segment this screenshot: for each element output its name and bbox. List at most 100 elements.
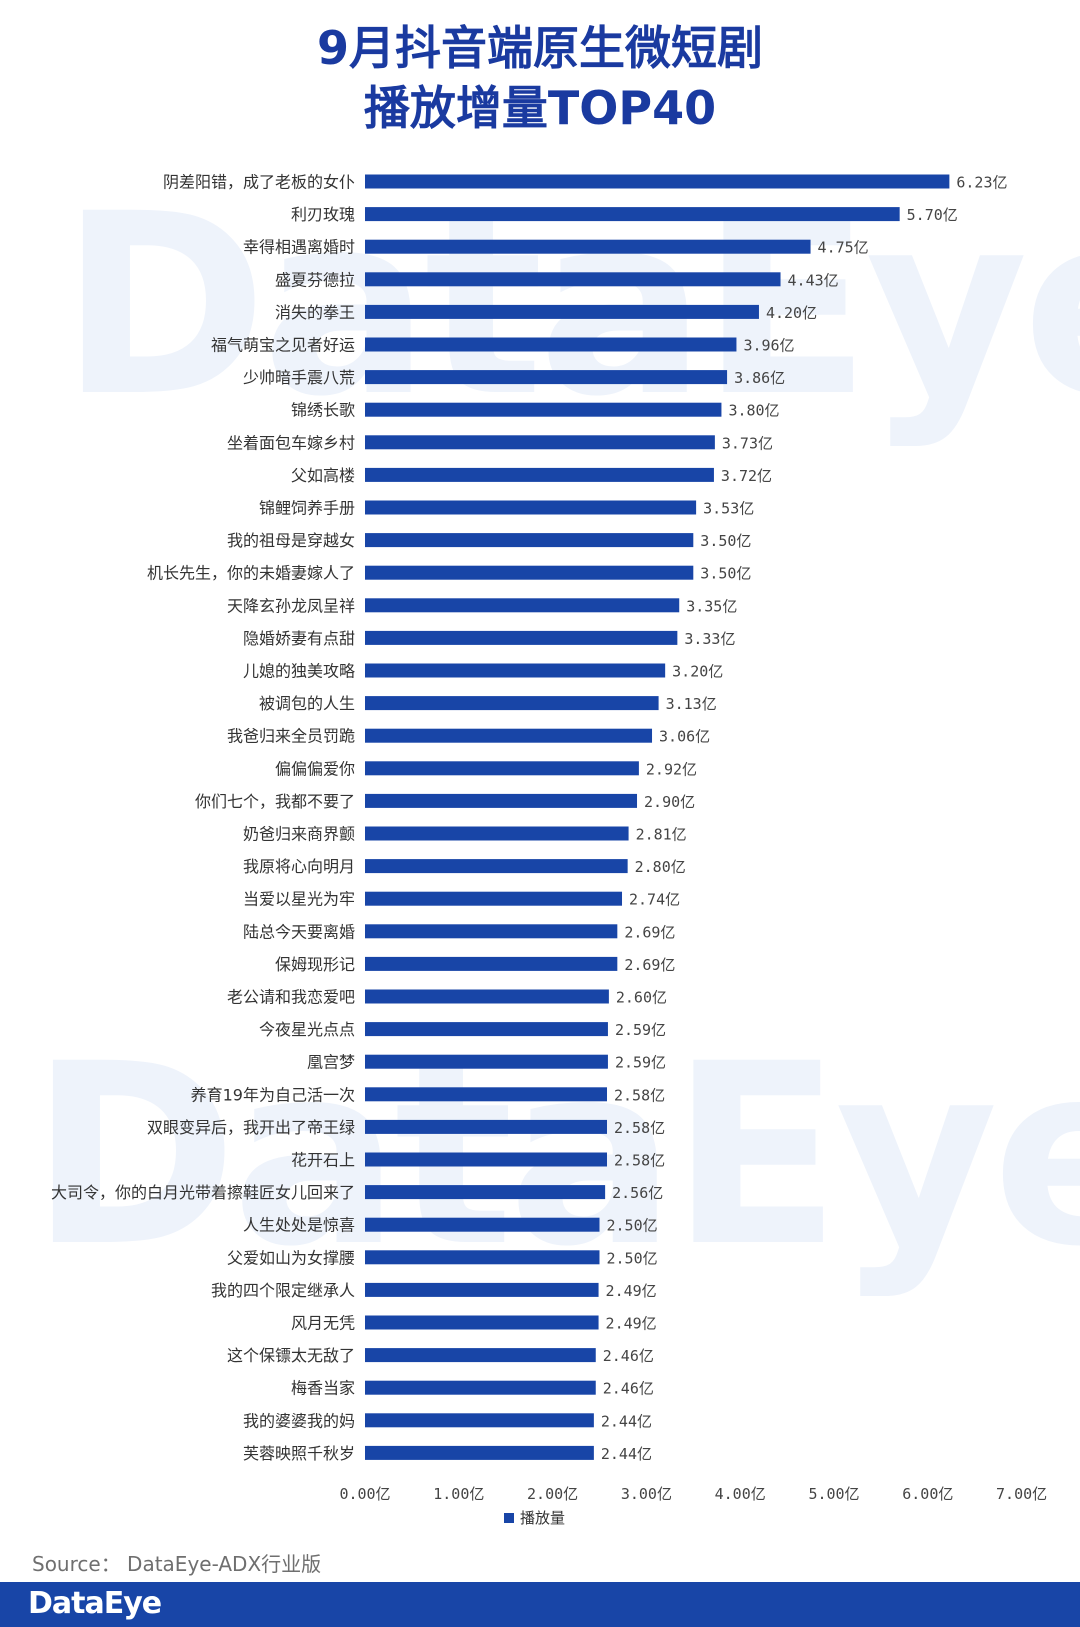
data-label: 2.90亿 [644,793,695,811]
bar [365,174,950,189]
bar [365,630,678,645]
data-label: 2.46亿 [603,1380,654,1398]
data-label: 6.23亿 [956,174,1007,192]
data-label: 4.43亿 [788,271,839,289]
bar [365,467,714,482]
data-label: 3.50亿 [700,532,751,550]
bar [365,533,694,548]
category-label: 坐着面包车嫁乡村 [227,433,355,452]
category-label: 梅香当家 [291,1379,355,1398]
data-label: 4.75亿 [818,239,869,257]
category-label: 幸得相遇离婚时 [243,238,355,257]
category-label: 当爱以星光为牢 [243,890,355,909]
x-tick-label: 0.00亿 [339,1485,390,1503]
bar [365,207,900,222]
x-tick-label: 7.00亿 [996,1485,1047,1503]
category-label: 锦绣长歌 [291,401,355,420]
x-tick-label: 1.00亿 [433,1485,484,1503]
category-label: 机长先生，你的未婚妻嫁人了 [147,564,355,583]
bar [365,1152,608,1167]
x-tick-label: 5.00亿 [808,1485,859,1503]
data-label: 3.72亿 [721,467,772,485]
data-label: 2.44亿 [601,1412,652,1430]
bar [365,1022,608,1037]
category-label: 凰宫梦 [307,1053,355,1072]
bar [365,728,653,743]
data-label: 2.60亿 [616,989,667,1007]
category-label: 养育19年为自己活一次 [191,1085,355,1104]
data-label: 2.49亿 [606,1282,657,1300]
x-tick-label: 3.00亿 [621,1485,672,1503]
data-label: 2.59亿 [615,1054,666,1072]
category-label: 你们七个，我都不要了 [195,792,355,811]
category-label: 这个保镖太无敌了 [227,1346,355,1365]
bar [365,826,629,841]
data-label: 5.70亿 [907,206,958,224]
bar [365,1119,608,1134]
data-label: 3.73亿 [722,434,773,452]
data-label: 2.58亿 [614,1152,665,1170]
category-label: 儿媳的独美攻略 [243,662,355,681]
category-label: 被调包的人生 [259,694,355,713]
bar [365,435,715,450]
data-label: 3.33亿 [684,630,735,648]
bar [365,1282,599,1297]
bar [365,565,694,580]
category-label: 花开石上 [291,1151,355,1170]
category-label: 保姆现形记 [275,955,355,974]
data-label: 3.80亿 [728,402,779,420]
dataeye-logo: DataEye [28,1586,162,1621]
data-label: 2.50亿 [607,1249,658,1267]
category-label: 大司令，你的白月光带着擦鞋匠女儿回来了 [51,1183,355,1202]
bar [365,1315,599,1330]
category-label: 父爱如山为女撑腰 [227,1248,355,1267]
bar [365,1445,594,1460]
source-note: Source： DataEye-ADX行业版 [32,1552,322,1576]
bar [365,696,659,711]
data-label: 2.46亿 [603,1347,654,1365]
data-label: 3.96亿 [743,337,794,355]
title-line-1: 9月抖音端原生微短剧 [316,21,763,75]
bar [365,956,618,971]
bar [365,1413,594,1428]
category-label: 我爸归来全员罚跪 [227,727,355,746]
category-label: 天降玄孙龙凤呈祥 [227,596,355,615]
legend-swatch [504,1513,514,1523]
legend-label: 播放量 [520,1509,565,1527]
category-label: 人生处处是惊喜 [243,1216,355,1235]
bar [365,500,697,515]
bar [365,1087,608,1102]
category-label: 锦鲤饲养手册 [259,499,355,518]
category-label: 芙蓉映照千秋岁 [243,1444,355,1463]
bar [365,1348,596,1363]
category-label: 陆总今天要离婚 [243,922,355,941]
data-label: 3.13亿 [666,695,717,713]
category-label: 偏偏偏爱你 [275,759,355,778]
data-label: 2.92亿 [646,760,697,778]
data-label: 2.58亿 [614,1086,665,1104]
data-label: 3.20亿 [672,663,723,681]
bar [365,1250,600,1265]
data-label: 2.49亿 [606,1315,657,1333]
bar [365,304,759,319]
data-label: 3.50亿 [700,565,751,583]
category-label: 我的祖母是穿越女 [227,531,355,550]
data-label: 2.80亿 [635,858,686,876]
category-label: 奶爸归来商界颤 [243,825,355,844]
bar [365,370,728,385]
x-tick-label: 4.00亿 [715,1485,766,1503]
bar [365,272,781,287]
category-label: 老公请和我恋爱吧 [227,988,355,1007]
category-label: 盛夏芬德拉 [275,270,355,289]
bar [365,239,811,254]
category-label: 利刃玫瑰 [291,205,355,224]
title-line-2: 播放增量TOP40 [363,81,717,135]
category-label: 今夜星光点点 [259,1020,355,1039]
data-label: 3.86亿 [734,369,785,387]
category-label: 风月无凭 [291,1314,355,1333]
data-label: 3.06亿 [659,728,710,746]
data-label: 2.69亿 [624,923,675,941]
data-label: 2.44亿 [601,1445,652,1463]
data-label: 3.53亿 [703,500,754,518]
